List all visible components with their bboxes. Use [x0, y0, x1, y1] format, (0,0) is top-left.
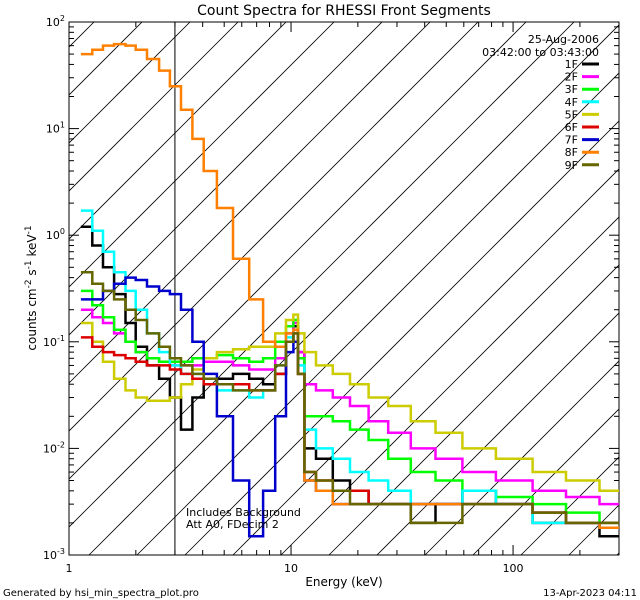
y-tick-label: 10-2 [43, 440, 65, 455]
hatch-line [232, 168, 619, 555]
hatch-line [616, 552, 619, 555]
hatch-line [69, 22, 383, 336]
hatch-line [136, 72, 619, 555]
series-9F [80, 270, 619, 525]
hatch-line [424, 360, 619, 555]
series-4F [80, 209, 619, 530]
x-axis: 1 10 100 [66, 22, 620, 575]
y-tick-label: 10-3 [43, 547, 65, 562]
y-tick-label: 102 [46, 14, 65, 29]
excluded-region-hatch [0, 0, 619, 555]
hatch-line [376, 312, 619, 555]
y-axis-label: counts cm-2 s-1 keV-1 [24, 225, 39, 350]
legend-label-7F: 7F [565, 134, 578, 147]
legend-label-8F: 8F [565, 146, 578, 159]
hatch-line [69, 22, 479, 432]
series-5F [80, 313, 619, 493]
legend-label-2F: 2F [565, 71, 578, 84]
hatch-line [88, 24, 619, 555]
plot-frame [68, 21, 620, 556]
x-tick-label: 1 [66, 562, 73, 575]
legend-label-9F: 9F [565, 159, 578, 172]
hatch-line [69, 22, 431, 384]
hatch-line [328, 264, 619, 555]
legend-label-3F: 3F [565, 83, 578, 96]
x-tick-label: 100 [503, 562, 524, 575]
chart-title: Count Spectra for RHESSI Front Segments [197, 3, 491, 19]
hatch-line [280, 216, 619, 555]
note-attenuator: Att A0, FDecim 2 [186, 518, 279, 531]
legend-label-4F: 4F [565, 96, 578, 109]
hatch-line [69, 22, 239, 192]
legend-label-1F: 1F [565, 58, 578, 71]
legend-label-5F: 5F [565, 108, 578, 121]
y-tick-label: 10-1 [43, 334, 65, 349]
series-2F [80, 308, 619, 506]
y-tick-label: 100 [46, 227, 65, 242]
y-tick-label: 101 [46, 121, 65, 136]
timestamp-label: 13-Apr-2023 04:11 [543, 588, 637, 599]
legend-label-6F: 6F [565, 121, 578, 134]
note-background: Includes Background [186, 506, 301, 519]
hatch-line [69, 22, 575, 528]
hatch-line [0, 0, 117, 555]
hatch-line [184, 120, 619, 555]
series-8F [80, 42, 619, 530]
date-label: 25-Aug-2006 [528, 33, 599, 46]
y-axis: 102 101 100 10-1 10-2 10-3 [43, 14, 619, 562]
time-range-label: 03:42:00 to 03:43:00 [482, 46, 599, 59]
x-tick-label: 10 [284, 562, 298, 575]
hatch-line [69, 22, 143, 96]
hatch-line [472, 408, 619, 555]
hatch-line [69, 22, 335, 288]
series-group [80, 42, 619, 538]
generator-label: Generated by hsi_min_spectra_plot.pro [3, 588, 199, 599]
hatch-line [69, 22, 527, 480]
x-axis-label: Energy (keV) [305, 575, 382, 589]
hatch-line [69, 22, 287, 240]
